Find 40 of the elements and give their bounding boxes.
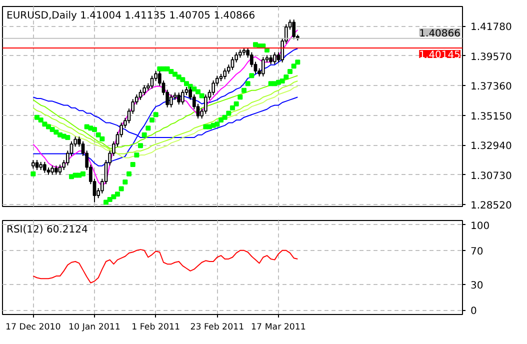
candlestick xyxy=(169,94,173,108)
x-tick-label: 10 Jan 2011 xyxy=(68,322,120,332)
candlestick xyxy=(35,160,39,170)
candlestick xyxy=(142,84,146,96)
candlestick xyxy=(212,80,216,96)
y-tick-label: 1.39570 xyxy=(470,52,512,63)
candlestick xyxy=(138,89,142,100)
candlestick xyxy=(272,52,276,65)
x-tick-label: 1 Feb 2011 xyxy=(132,322,180,332)
y-tick-label: 1.28520 xyxy=(470,200,512,212)
y-tick-label: 1.41780 xyxy=(470,22,512,34)
candlestick xyxy=(223,68,227,80)
x-tick-label: 17 Dec 2010 xyxy=(6,322,61,332)
candlestick xyxy=(58,164,62,176)
candlestick xyxy=(292,19,296,40)
x-tick-label: 23 Feb 2011 xyxy=(190,322,244,332)
candlestick xyxy=(180,89,184,106)
candlestick xyxy=(261,56,265,77)
candlestick xyxy=(150,75,154,90)
y-tick-label: 70 xyxy=(470,246,484,258)
y-tick-label: 1.30730 xyxy=(470,170,512,182)
candlestick xyxy=(204,94,208,114)
chart-title: RSI(12) 60.2124 xyxy=(6,224,88,236)
chart-title: EURUSD,Daily 1.41004 1.41135 1.40705 1.40866 xyxy=(6,10,256,22)
candlestick xyxy=(42,161,46,174)
ref-line-label: 1.40145 xyxy=(419,50,461,62)
candlestick xyxy=(50,165,54,176)
x-tick-label: 17 Mar 2011 xyxy=(251,322,306,332)
candlestick xyxy=(177,92,181,106)
candlestick xyxy=(54,165,58,176)
ref-line-label: 1.40866 xyxy=(419,28,461,40)
y-tick-label: 100 xyxy=(470,220,490,232)
y-tick-label: 30 xyxy=(470,280,484,292)
candlestick xyxy=(269,54,273,65)
y-tick-label: 1.37360 xyxy=(470,82,512,93)
candlestick xyxy=(230,56,234,70)
y-tick-label: 1.32940 xyxy=(470,141,512,152)
y-tick-label: 0 xyxy=(470,306,477,318)
y-tick-label: 1.35150 xyxy=(470,111,512,122)
line-series xyxy=(32,249,298,284)
